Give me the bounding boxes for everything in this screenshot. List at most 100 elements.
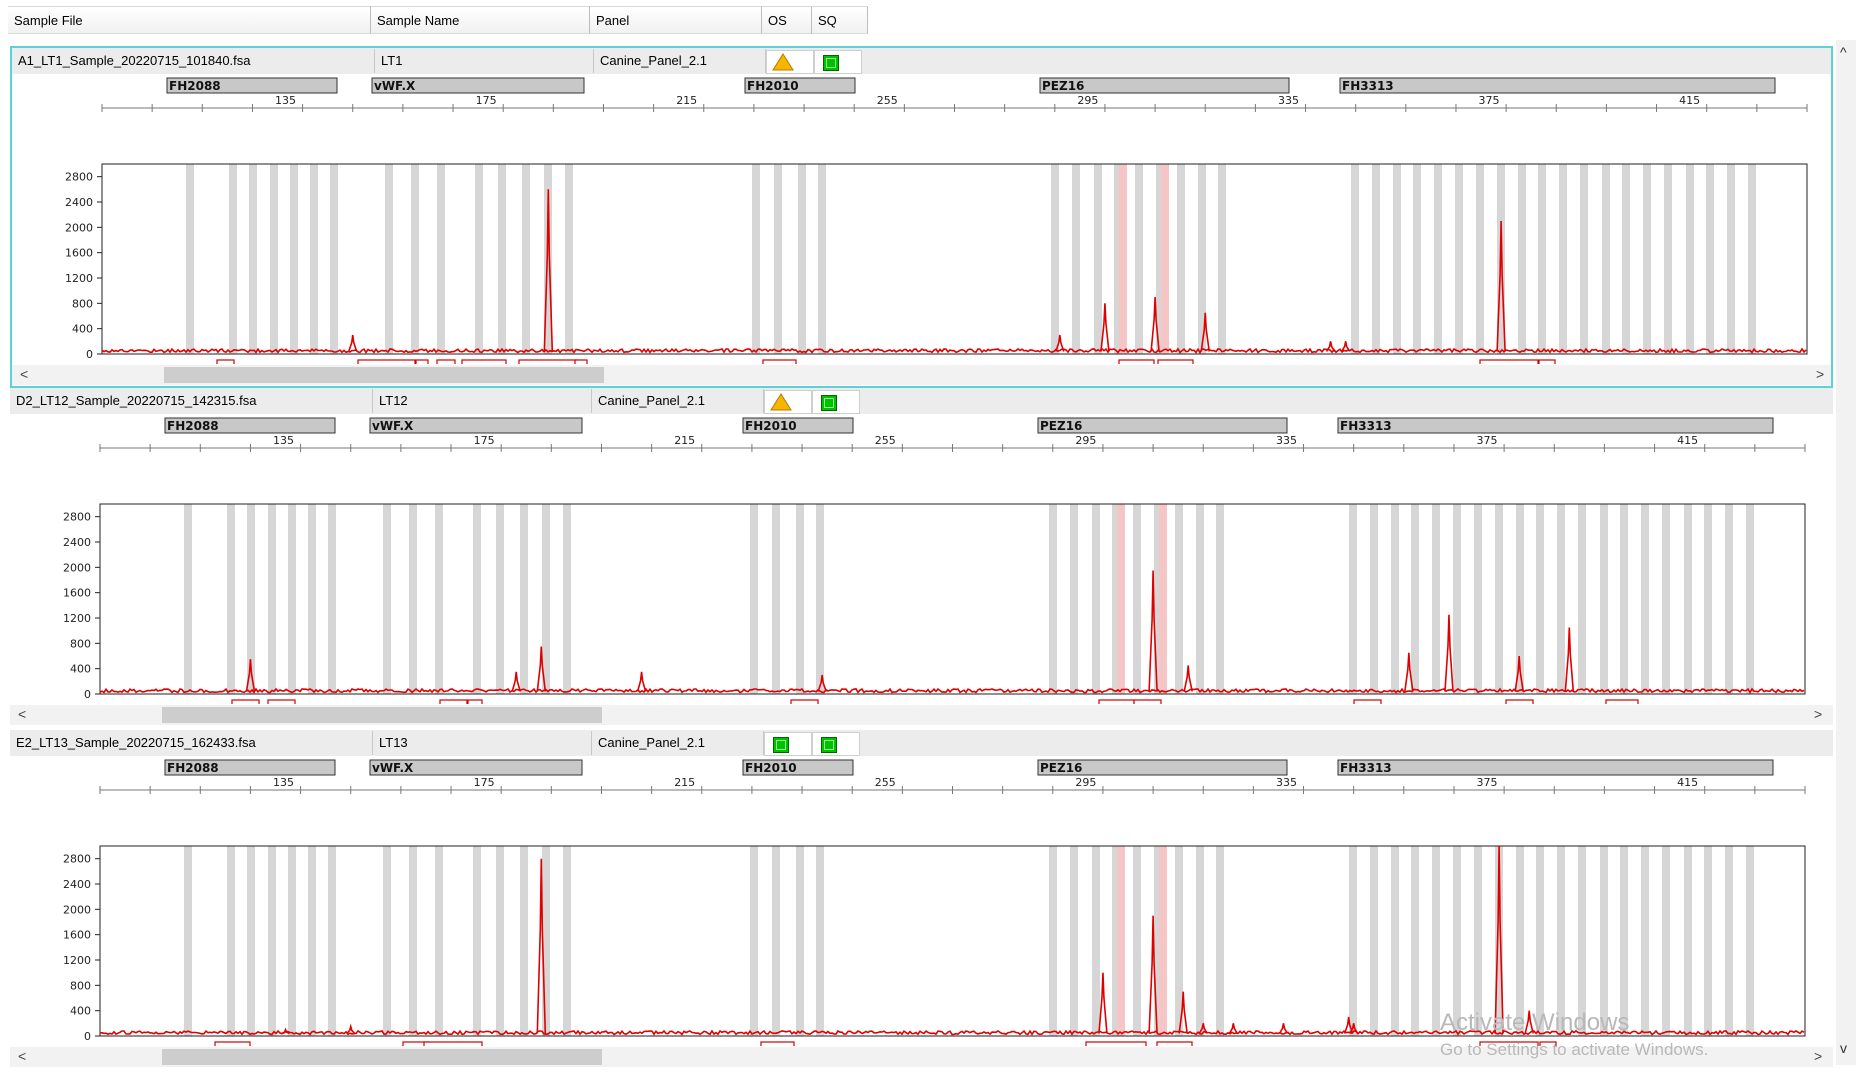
marker-bar-fh2088[interactable]	[166, 77, 338, 94]
allele-call-label[interactable]: Removedal ?	[1479, 359, 1539, 364]
column-os[interactable]: OS	[762, 6, 812, 34]
sample-header-row[interactable]: D2_LT12_Sample_20220715_142315.fsa LT12 Ca…	[10, 388, 1833, 414]
os-status-cell[interactable]	[764, 732, 812, 756]
peak[interactable]	[1100, 303, 1110, 352]
allele-call-label[interactable]: Removedal ?	[1085, 1041, 1147, 1046]
allele-call-label[interactable]: d	[1538, 359, 1556, 364]
peak[interactable]	[1055, 334, 1065, 352]
marker-bar-fh2010[interactable]	[742, 759, 854, 776]
peak[interactable]	[1278, 1023, 1289, 1034]
peak[interactable]	[1404, 652, 1414, 692]
allele-call-label[interactable]: Removedal ?	[423, 1041, 483, 1046]
marker-bar-pez16[interactable]	[1037, 417, 1288, 434]
peak[interactable]	[1183, 665, 1193, 692]
allele-call-label[interactable]: Removedal ?	[1479, 1041, 1539, 1046]
electropherogram-plot[interactable]: FH2088 vWF.X FH2010 PEZ16 FH3313 135 175 215 255…	[12, 74, 1835, 364]
scrollbar-thumb[interactable]	[162, 707, 602, 723]
peak[interactable]	[1098, 972, 1108, 1034]
os-status-cell[interactable]	[764, 390, 812, 414]
scroll-left-icon[interactable]: <	[18, 1048, 27, 1064]
marker-bar-fh3313[interactable]	[1337, 759, 1774, 776]
allele-call-label[interactable]: al 19	[1118, 359, 1155, 364]
column-sample-file[interactable]: Sample File	[8, 6, 371, 34]
allele-call-label[interactable]: al ?	[1505, 699, 1534, 704]
allele-call-label[interactable]: al ?	[267, 699, 296, 704]
allele-call-label[interactable]: al 2	[402, 1041, 430, 1046]
electropherogram-plot[interactable]: FH2088 vWF.X FH2010 PEZ16 FH3313 135 175 215 255…	[10, 756, 1833, 1046]
marker-bar-vwfx[interactable]	[369, 759, 583, 776]
allele-call-label[interactable]: al 14	[214, 1041, 251, 1046]
allele-call-label[interactable]: al 10	[762, 359, 797, 364]
peak[interactable]	[1348, 1023, 1359, 1034]
allele-call-label[interactable]: al ?	[1353, 699, 1382, 704]
allele-call-label[interactable]: al ?	[439, 699, 468, 704]
sample-panel-3[interactable]: E2_LT13_Sample_20220715_162433.fsa LT13 Ca…	[10, 730, 1833, 1072]
sample-panel-1[interactable]: A1_LT1_Sample_20220715_101840.fsa LT1 Cani…	[10, 46, 1833, 388]
peak[interactable]	[1524, 1010, 1534, 1034]
scroll-left-icon[interactable]: <	[20, 366, 29, 382]
allele-call-label[interactable]: al 10	[760, 1041, 795, 1046]
allele-call-label[interactable]: Removedal ?	[518, 359, 578, 364]
marker-bar-pez16[interactable]	[1039, 77, 1290, 94]
scroll-down-icon[interactable]: v	[1840, 1040, 1847, 1056]
allele-call-label[interactable]: al ?	[1605, 699, 1639, 704]
marker-bar-fh2088[interactable]	[164, 417, 336, 434]
peak[interactable]	[543, 189, 554, 352]
peak[interactable]	[1198, 1023, 1208, 1034]
horizontal-scrollbar[interactable]: < >	[10, 1047, 1833, 1067]
allele-call-label[interactable]: al ?	[231, 699, 260, 704]
column-panel[interactable]: Panel	[590, 6, 762, 34]
column-sample-name[interactable]: Sample Name	[371, 6, 590, 34]
scroll-right-icon[interactable]: >	[1814, 706, 1823, 722]
peak[interactable]	[1228, 1023, 1239, 1034]
peak[interactable]	[1340, 341, 1351, 352]
peak[interactable]	[536, 858, 547, 1034]
marker-bar-fh3313[interactable]	[1337, 417, 1774, 434]
column-sq[interactable]: SQ	[812, 6, 868, 34]
peak[interactable]	[1494, 845, 1504, 1034]
marker-bar-pez16[interactable]	[1037, 759, 1288, 776]
sample-header-row[interactable]: E2_LT13_Sample_20220715_162433.fsa LT13 Ca…	[10, 730, 1833, 756]
scrollbar-thumb[interactable]	[162, 1049, 602, 1065]
sq-status-cell[interactable]	[812, 390, 860, 414]
peak[interactable]	[817, 674, 827, 692]
peak[interactable]	[1200, 312, 1211, 352]
allele-call-label[interactable]: Removedal ?	[357, 359, 416, 364]
allele-call-label[interactable]: d	[574, 359, 588, 364]
peak[interactable]	[1514, 655, 1524, 692]
peak[interactable]	[511, 671, 521, 692]
marker-bar-vwfx[interactable]	[371, 77, 585, 94]
peak[interactable]	[347, 334, 358, 352]
peak[interactable]	[1564, 627, 1575, 692]
peak[interactable]	[536, 646, 547, 692]
peak[interactable]	[1496, 220, 1506, 352]
scrollbar-thumb[interactable]	[164, 367, 604, 383]
allele-call-label[interactable]: d	[1539, 1041, 1557, 1046]
scroll-left-icon[interactable]: <	[18, 706, 27, 722]
scroll-right-icon[interactable]: >	[1816, 366, 1825, 382]
peak[interactable]	[1148, 570, 1158, 692]
scroll-right-icon[interactable]: >	[1814, 1048, 1823, 1064]
peak[interactable]	[1148, 915, 1158, 1034]
sq-status-cell[interactable]	[814, 50, 862, 74]
allele-call-label[interactable]: al 21	[1156, 1041, 1193, 1046]
peak[interactable]	[245, 659, 256, 692]
peak[interactable]	[346, 1023, 356, 1035]
os-status-cell[interactable]	[766, 50, 814, 74]
horizontal-scrollbar[interactable]: < >	[10, 705, 1833, 725]
marker-bar-fh2010[interactable]	[742, 417, 854, 434]
marker-bar-fh2088[interactable]	[164, 759, 336, 776]
sample-panel-2[interactable]: D2_LT12_Sample_20220715_142315.fsa LT12 Ca…	[10, 388, 1833, 730]
marker-bar-fh3313[interactable]	[1339, 77, 1776, 94]
allele-call-label[interactable]: al 21	[1157, 359, 1194, 364]
peak[interactable]	[1325, 341, 1336, 352]
marker-bar-fh2010[interactable]	[744, 77, 856, 94]
peak[interactable]	[281, 1027, 290, 1035]
allele-call-label[interactable]: al 3al ?	[436, 359, 457, 364]
peak[interactable]	[636, 671, 647, 692]
vertical-scrollbar[interactable]: ^ v	[1836, 40, 1856, 1065]
allele-call-label[interactable]: al ?	[1133, 699, 1162, 704]
allele-call-label[interactable]: al 14	[216, 359, 244, 364]
peak[interactable]	[1343, 1016, 1354, 1034]
allele-call-label[interactable]: al ?	[790, 699, 819, 704]
